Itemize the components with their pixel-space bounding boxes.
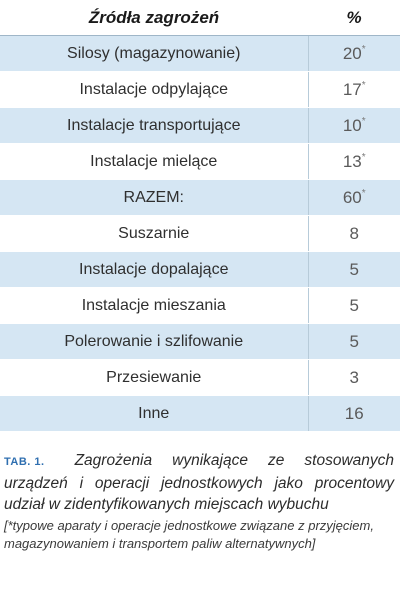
hazard-table-container: Źródła zagrożeń % Silosy (magazynowanie)… [0,0,400,432]
table-header-row: Źródła zagrożeń % [0,0,400,36]
percent-value: 3 [349,367,359,387]
table-row: Instalacje mieszania 5 [0,287,400,324]
row-source: Instalacje mielące [0,143,309,180]
table-row: Polerowanie i szlifowanie 5 [0,323,400,360]
row-percent: 10* [308,107,400,144]
row-percent: 17* [308,71,400,108]
percent-value: 10 [342,115,362,135]
row-percent: 60* [308,179,400,216]
table-row: Silosy (magazynowanie) 20* [0,35,400,72]
hazard-sources-table: Źródła zagrożeń % Silosy (magazynowanie)… [0,0,400,432]
row-percent: 3 [308,359,400,396]
table-row: Przesiewanie 3 [0,359,400,396]
caption-text: Zagrożenia wynikające ze stosowanych urz… [4,452,394,513]
footnote-marker: * [361,187,366,199]
row-source: Polerowanie i szlifowanie [0,323,309,360]
row-source: RAZEM: [0,179,309,216]
percent-value: 20 [342,43,362,63]
footnote-marker: * [361,151,366,163]
row-percent: 16 [308,395,400,432]
table-body: Silosy (magazynowanie) 20* Instalacje odpy… [0,35,400,432]
row-source: Silosy (magazynowanie) [0,35,309,72]
percent-value: 5 [349,331,359,351]
row-source: Instalacje dopalające [0,251,309,288]
table-row: Instalacje dopalające 5 [0,251,400,288]
percent-value: 5 [349,259,359,279]
row-source: Przesiewanie [0,359,309,396]
percent-value: 5 [349,295,359,315]
row-percent: 8 [308,215,400,252]
footnote-marker: * [361,115,366,127]
footnote-marker: * [361,79,366,91]
row-source: Suszarnie [0,215,309,252]
row-source: Instalacje transportujące [0,107,309,144]
table-row: Instalacje transportujące 10* [0,107,400,144]
table-caption: TAB. 1. Zagrożenia wynikające ze stosowan… [0,450,400,515]
table-row: Instalacje odpylające 17* [0,71,400,108]
table-row: Inne 16 [0,395,400,432]
percent-value: 60 [342,187,362,207]
caption-label: TAB. 1. [4,456,45,468]
table-row: Suszarnie 8 [0,215,400,252]
footnote-marker: * [361,43,366,55]
percent-value: 17 [342,79,362,99]
row-percent: 5 [308,323,400,360]
header-percent: % [308,0,400,36]
percent-value: 16 [344,403,364,423]
row-percent: 5 [308,251,400,288]
percent-value: 8 [349,223,359,243]
table-row: Instalacje mielące 13* [0,143,400,180]
table-row: RAZEM: 60* [0,179,400,216]
row-percent: 20* [308,35,400,72]
row-source: Inne [0,395,309,432]
header-source: Źródła zagrożeń [0,0,308,36]
table-footnote: [*typowe aparaty i operacje jednostkowe … [4,518,374,551]
row-percent: 5 [308,287,400,324]
row-source: Instalacje odpylające [0,71,309,108]
row-source: Instalacje mieszania [0,287,309,324]
row-percent: 13* [308,143,400,180]
percent-value: 13 [342,151,362,171]
